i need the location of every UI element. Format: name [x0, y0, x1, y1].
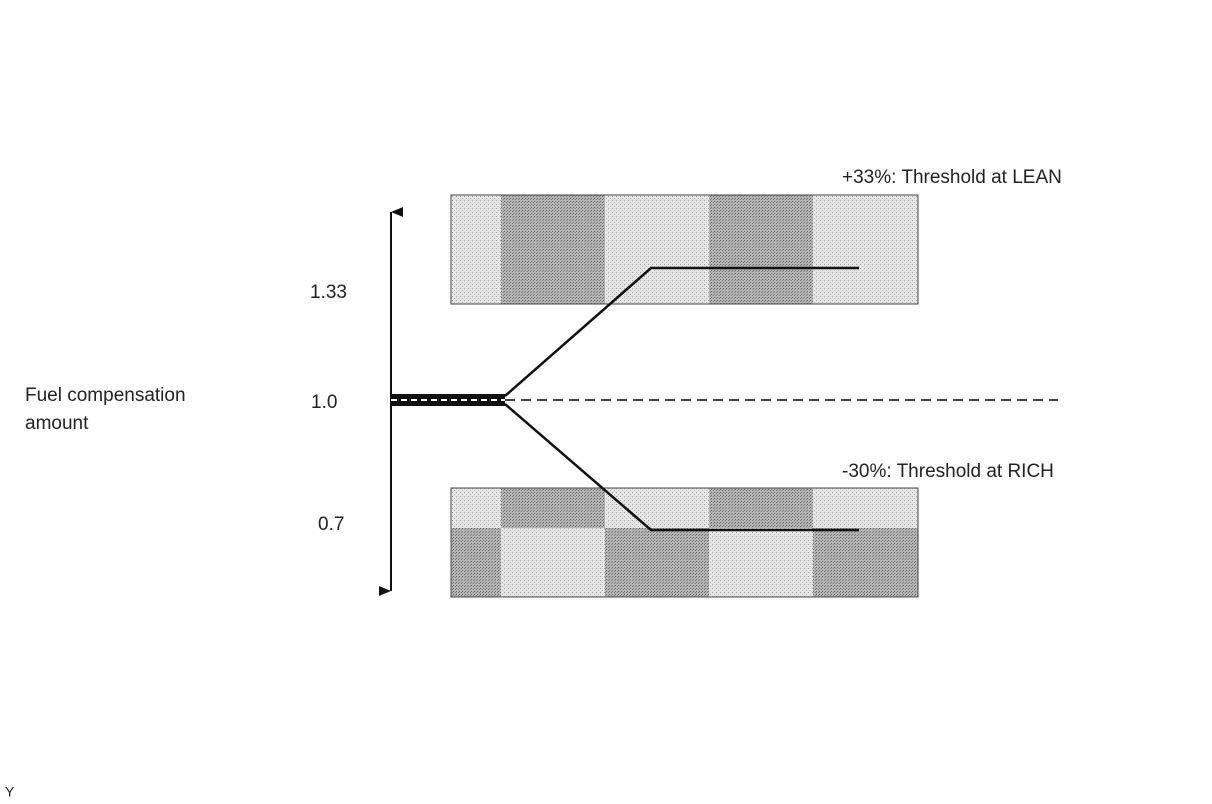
rich-zone: [450, 487, 919, 598]
lean-zone: [450, 194, 919, 305]
lean-curve: [504, 266, 859, 397]
rich-annotation: -30%: Threshold at RICH: [842, 461, 1054, 482]
level-label: 1.0: [311, 392, 337, 413]
level-label: 0.7: [318, 514, 344, 535]
axis-label: Fuel compensation: [25, 385, 186, 406]
baseline-band: [391, 394, 505, 406]
axis-label: amount: [25, 413, 89, 434]
level-label: 1.33: [310, 282, 347, 303]
lean-annotation: +33%: Threshold at LEAN: [842, 167, 1062, 188]
corner-mark: Y: [5, 784, 15, 800]
rich-curve: [504, 403, 859, 532]
